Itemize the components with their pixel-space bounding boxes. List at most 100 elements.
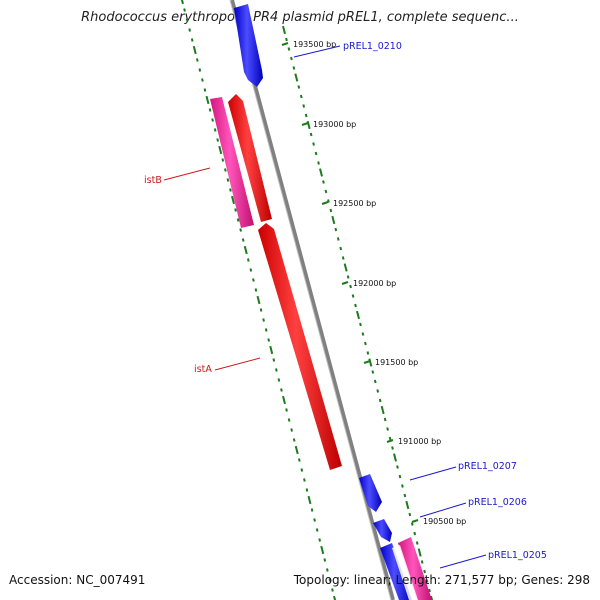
- ruler-major-tick: [321, 201, 329, 205]
- ruler-major-tick: [341, 281, 349, 285]
- ruler-major-tick: [386, 439, 394, 443]
- ruler-dot: [329, 208, 333, 213]
- ruler-dot: [272, 358, 276, 362]
- ruler-tick-label: 191000 bp: [398, 437, 441, 446]
- gene-label-pREL1_0206[interactable]: pREL1_0206: [468, 497, 527, 508]
- ruler-dot: [333, 595, 337, 600]
- gene-label-pREL1_0207[interactable]: pREL1_0207: [458, 461, 517, 472]
- accession-text: Accession: NC_007491: [9, 573, 146, 587]
- ruler-dot: [294, 445, 299, 455]
- ruler-dot: [359, 322, 362, 327]
- ruler-dot: [302, 104, 306, 108]
- ruler-dot: [246, 258, 250, 262]
- ruler-dot: [361, 332, 365, 336]
- ruler-dot: [294, 73, 299, 82]
- ruler-tick-label: 191500 bp: [375, 358, 418, 367]
- ruler-dot: [334, 227, 338, 232]
- ruler-dot: [408, 512, 412, 517]
- ruler-dot: [290, 428, 293, 432]
- ruler-dot: [249, 268, 253, 272]
- ruler-major-tick: [281, 42, 289, 46]
- gene-label-pREL1_0205[interactable]: pREL1_0205: [488, 550, 547, 561]
- ruler-dot: [315, 528, 319, 532]
- ruler-dot: [364, 341, 367, 346]
- ruler-dot: [216, 138, 220, 142]
- gene-istA-shape[interactable]: [258, 223, 342, 470]
- ruler-dot: [310, 508, 314, 512]
- ruler-dot: [324, 189, 328, 194]
- ruler-dot: [198, 68, 202, 72]
- ruler-dot: [190, 38, 194, 42]
- topology-text: Topology: linear; Length: 271,577 bp; Ge…: [293, 573, 590, 587]
- gene-pREL1_0205-shape[interactable]: [380, 543, 412, 600]
- ruler-dot: [401, 484, 404, 488]
- gene-pREL1_0207-shape[interactable]: [359, 474, 382, 512]
- ruler-dot: [366, 351, 370, 355]
- gene-pREL1_0206-shape[interactable]: [373, 519, 392, 542]
- ruler-dot: [183, 8, 186, 12]
- gene-label-pREL1_0210[interactable]: pREL1_0210: [343, 41, 402, 52]
- ruler-dot: [297, 458, 301, 462]
- ruler-dot: [378, 398, 382, 403]
- ruler-dot: [314, 151, 318, 156]
- ruler-dot: [430, 595, 434, 600]
- ruler-dot: [229, 188, 232, 192]
- ruler-dot: [208, 108, 212, 112]
- gene-pREL1_0210-shape[interactable]: [234, 4, 263, 87]
- gene-pink-lower-shape[interactable]: [398, 537, 432, 600]
- ruler-dots: [180, 0, 434, 600]
- ruler-dot: [393, 453, 397, 462]
- ruler-dot: [415, 541, 419, 545]
- ruler-dot: [343, 263, 348, 272]
- ruler-dot: [243, 245, 248, 255]
- ruler-tick-label: 193500 bp: [293, 40, 336, 49]
- gene-label-istA[interactable]: istA: [194, 364, 212, 375]
- ruler-dot: [398, 474, 402, 479]
- ruler-dot: [290, 56, 293, 61]
- gene-istB-shape[interactable]: [228, 94, 272, 222]
- ruler-dot: [307, 495, 312, 505]
- ruler-dot: [331, 588, 334, 592]
- ruler-dot: [405, 500, 410, 510]
- ruler-dot: [351, 294, 355, 298]
- gene-white-lower-shape: [392, 545, 418, 600]
- ruler-dot: [269, 345, 274, 355]
- ruler-dot: [234, 208, 237, 212]
- ruler-dot: [236, 218, 240, 222]
- ruler-dot: [313, 518, 316, 522]
- ruler-dot: [373, 379, 377, 384]
- ruler-dot: [231, 195, 235, 205]
- ruler-dot: [303, 478, 306, 482]
- ruler-major-tick: [301, 122, 309, 126]
- ruler-dot: [318, 538, 322, 542]
- ruler-dot: [292, 66, 296, 70]
- ruler-dot: [300, 468, 304, 472]
- ruler-dot: [188, 28, 191, 32]
- ruler-dot: [292, 438, 296, 442]
- ruler-dot: [403, 493, 407, 498]
- ruler-dot: [356, 310, 360, 320]
- gene-callouts: pREL1_0210 istB istA pREL1_0207 pREL1_02…: [144, 41, 547, 569]
- ruler-tick-label: 192000 bp: [353, 279, 396, 288]
- ruler-dot: [425, 579, 429, 583]
- ruler-dot: [383, 417, 387, 422]
- ruler-ticks: 193500 bp 193000 bp 192500 bp 192000 bp 1915…: [281, 40, 466, 526]
- ruler-dot: [417, 548, 422, 557]
- ruler-dot: [319, 168, 323, 177]
- ruler-dot: [218, 145, 223, 155]
- ruler-dot: [282, 25, 286, 35]
- ruler-dot: [304, 113, 308, 118]
- gene-istB-inner-shape[interactable]: [210, 97, 254, 228]
- ruler-dot: [280, 388, 283, 392]
- gene-label-istB[interactable]: istB: [144, 175, 162, 186]
- ruler-dot: [287, 47, 291, 51]
- ruler-tick-label: 190500 bp: [423, 517, 466, 526]
- ruler-dot: [320, 545, 325, 555]
- ruler-dot: [241, 238, 245, 242]
- ruler-dot: [346, 275, 350, 279]
- ruler-dot: [282, 395, 286, 405]
- ruler-dot: [323, 558, 327, 562]
- ruler-dot: [262, 318, 265, 322]
- ruler-dot: [331, 215, 336, 225]
- ruler-major-tick: [411, 519, 419, 523]
